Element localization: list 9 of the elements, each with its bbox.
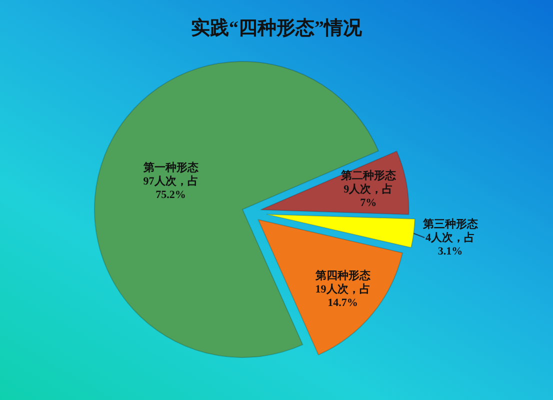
- slice-label: 第二种形态: [340, 168, 397, 182]
- slice-label: 第一种形态: [142, 160, 200, 174]
- slice-label: 第四种形态: [314, 268, 372, 282]
- slice-label: 第三种形态: [422, 218, 479, 231]
- data-label: 9人次，占 7%: [344, 182, 394, 209]
- data-label: 4人次，占 3.1%: [426, 231, 476, 258]
- data-label: 97人次，占 75.2%: [143, 174, 198, 201]
- chart-title: 实践“四种形态”情况: [191, 17, 363, 39]
- data-label: 19人次，占 14.7%: [315, 282, 370, 309]
